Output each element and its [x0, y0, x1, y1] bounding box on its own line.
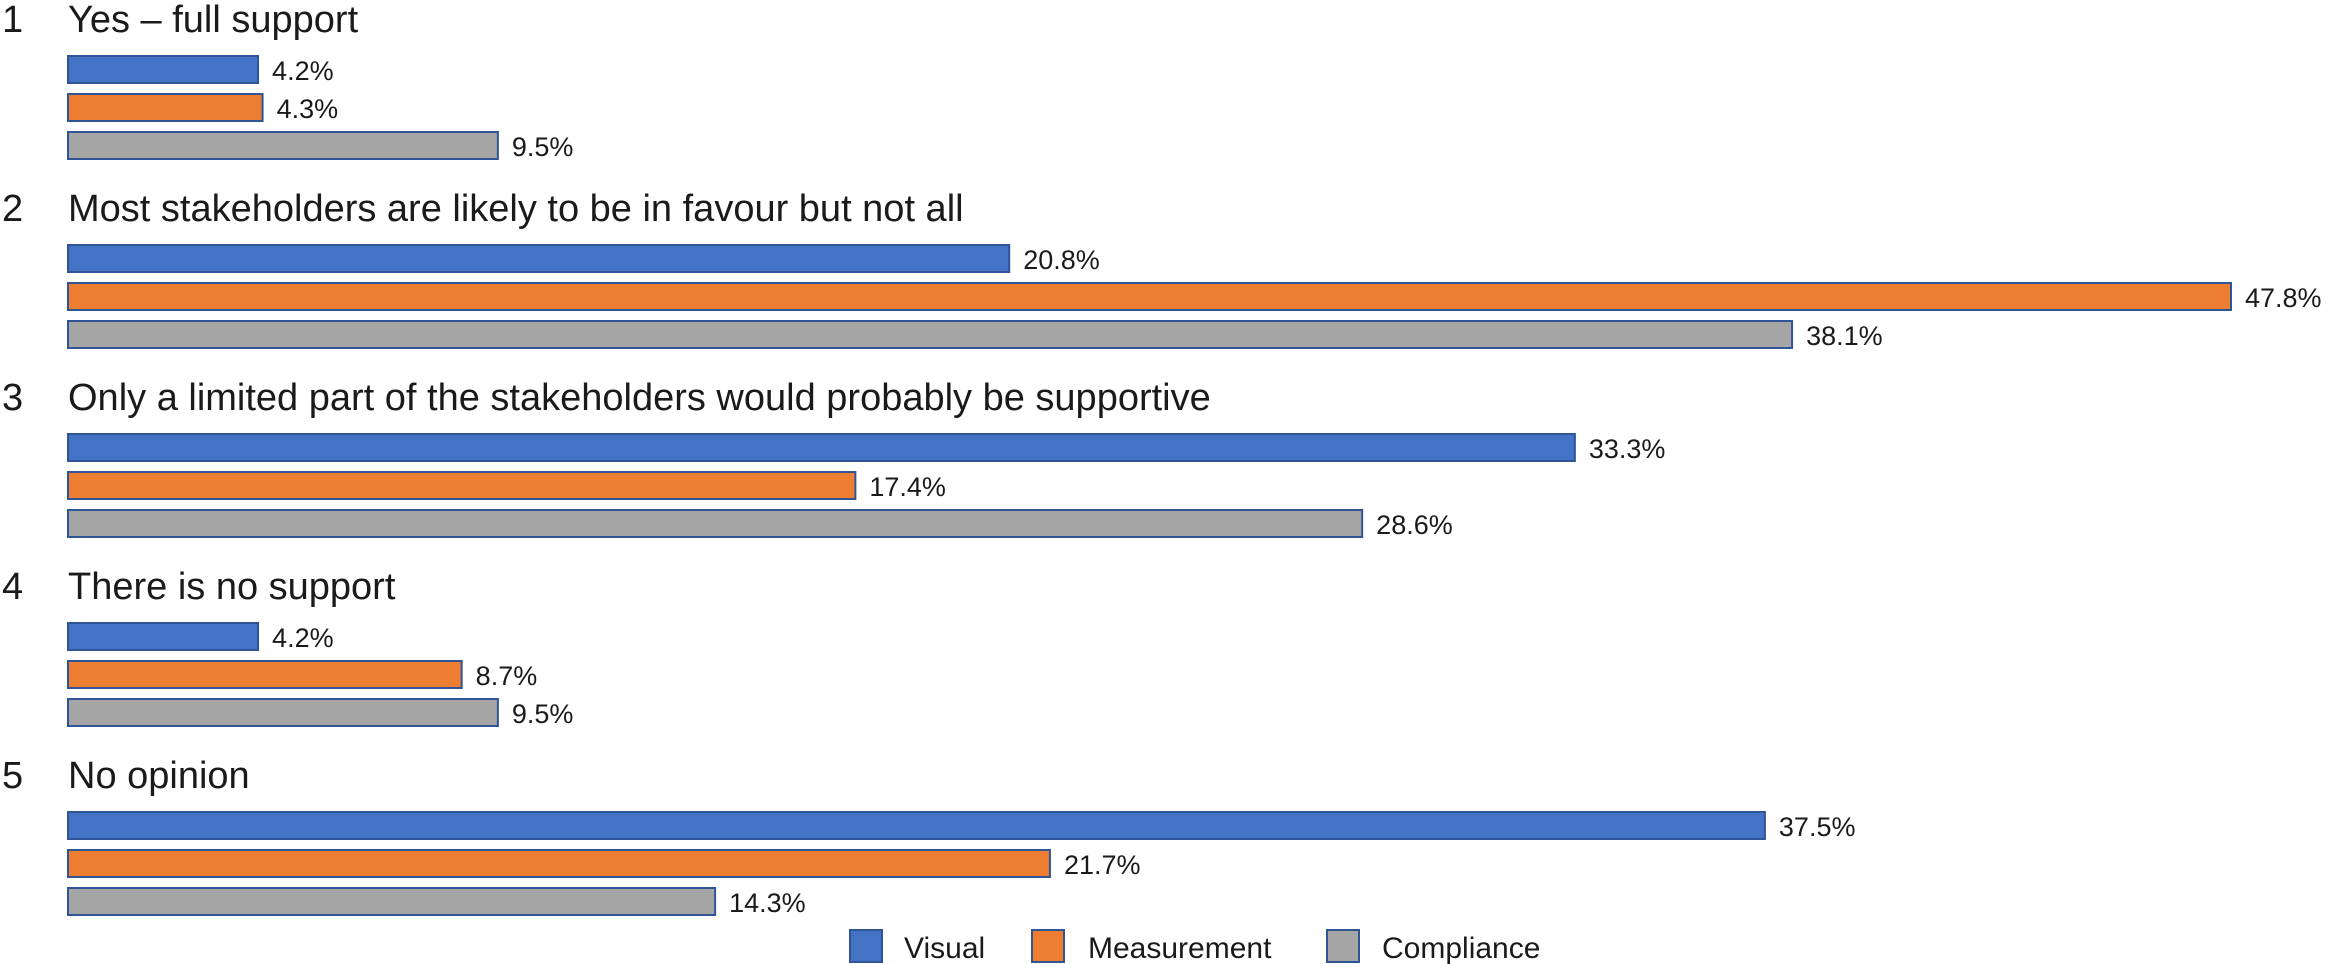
bar-visual [67, 244, 1011, 273]
data-label: 9.5% [512, 132, 574, 162]
legend-label: Measurement [1088, 932, 1272, 964]
category-group: 3 Only a limited part of the stakeholders… [2, 377, 1665, 540]
category-group: 2 Most stakeholders are likely to be in f… [2, 188, 2322, 351]
data-label: 9.5% [512, 699, 574, 729]
data-label: 14.3% [729, 888, 806, 918]
data-label: 37.5% [1779, 812, 1856, 842]
data-label: 4.2% [272, 623, 334, 653]
category-number: 2 [2, 188, 23, 230]
data-label: 33.3% [1589, 434, 1666, 464]
category-label: Yes – full support [68, 0, 359, 41]
data-label: 4.2% [272, 56, 334, 86]
bar-measurement [67, 93, 264, 122]
legend-item-measurement: Measurement [1031, 929, 1272, 964]
data-label: 38.1% [1806, 321, 1883, 351]
bar-visual [67, 433, 1576, 462]
legend-swatch [849, 929, 883, 963]
bar-compliance [67, 698, 499, 727]
legend: Visual Measurement Compliance [849, 929, 1540, 964]
legend-item-visual: Visual [849, 929, 985, 964]
bar-measurement [67, 660, 463, 689]
bar-visual [67, 811, 1766, 840]
category-number: 5 [2, 755, 23, 797]
category-number: 1 [2, 0, 23, 41]
data-label: 8.7% [476, 661, 538, 691]
data-label: 28.6% [1376, 510, 1453, 540]
category-number: 4 [2, 566, 23, 608]
data-label: 17.4% [869, 472, 946, 502]
legend-label: Visual [904, 932, 985, 964]
category-group: 1 Yes – full support 4.2% 4.3% 9.5% [2, 0, 573, 162]
data-label: 47.8% [2245, 283, 2322, 313]
category-number: 3 [2, 377, 23, 419]
bar-visual [67, 55, 260, 84]
category-group: 5 No opinion 37.5% 21.7% 14.3% [2, 755, 1855, 918]
legend-label: Compliance [1382, 932, 1540, 964]
bar-visual [67, 622, 260, 651]
data-label: 21.7% [1064, 850, 1141, 880]
bar-compliance [67, 509, 1364, 538]
legend-swatch [1031, 929, 1065, 963]
legend-item-compliance: Compliance [1326, 929, 1540, 964]
category-label: Only a limited part of the stakeholders … [68, 377, 1211, 419]
data-label: 20.8% [1023, 245, 1100, 275]
legend-swatch [1326, 929, 1360, 963]
bar-compliance [67, 131, 499, 160]
category-label: Most stakeholders are likely to be in fa… [68, 188, 964, 230]
category-group: 4 There is no support 4.2% 8.7% 9.5% [2, 566, 573, 729]
bar-compliance [67, 887, 717, 916]
category-label: No opinion [68, 755, 250, 797]
data-label: 4.3% [277, 94, 339, 124]
bar-measurement [67, 471, 857, 500]
bar-measurement [67, 849, 1051, 878]
bar-compliance [67, 320, 1794, 349]
bar-measurement [67, 282, 2232, 311]
category-label: There is no support [68, 566, 396, 608]
category-groups: 1 Yes – full support 4.2% 4.3% 9.5% 2 Most sta… [2, 0, 2322, 918]
